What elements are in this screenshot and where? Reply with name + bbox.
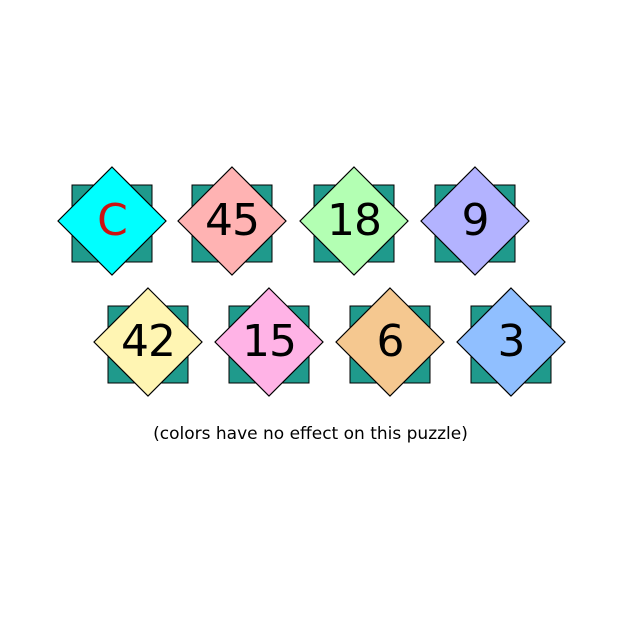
tile-15-shape — [214, 287, 324, 397]
tile-45[interactable]: 45 — [177, 166, 287, 276]
tile-3[interactable]: 3 — [456, 287, 566, 397]
tile-9[interactable]: 9 — [420, 166, 530, 276]
tile-c[interactable]: C — [57, 166, 167, 276]
tile-6[interactable]: 6 — [335, 287, 445, 397]
tile-45-shape — [177, 166, 287, 276]
tile-6-shape — [335, 287, 445, 397]
tile-c-shape — [57, 166, 167, 276]
tile-15[interactable]: 15 — [214, 287, 324, 397]
tile-3-shape — [456, 287, 566, 397]
tile-18-shape — [299, 166, 409, 276]
tile-42-shape — [93, 287, 203, 397]
tile-18[interactable]: 18 — [299, 166, 409, 276]
tile-9-shape — [420, 166, 530, 276]
tile-42[interactable]: 42 — [93, 287, 203, 397]
caption-text: (colors have no effect on this puzzle) — [153, 424, 468, 444]
